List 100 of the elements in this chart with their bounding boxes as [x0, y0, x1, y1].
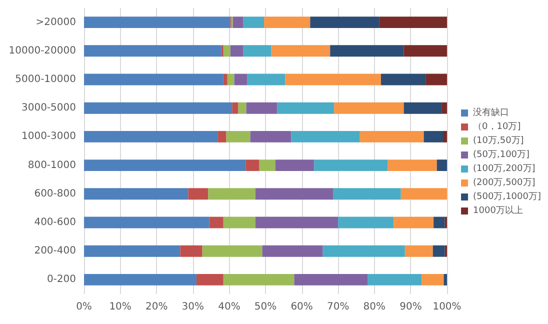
legend-label: (100万,200万] [473, 164, 536, 174]
bar [246, 160, 260, 172]
bar [424, 130, 444, 142]
bar [226, 130, 250, 142]
bar [404, 245, 433, 257]
bar [334, 102, 404, 114]
y-tick-label: 5000-10000 [15, 74, 76, 85]
bar [259, 160, 276, 172]
bar [223, 274, 294, 286]
y-tick-label: 0-200 [46, 274, 76, 286]
bar [243, 45, 272, 57]
bar [188, 188, 208, 200]
bar [84, 188, 188, 200]
bar [246, 102, 278, 114]
bar [422, 274, 444, 286]
bar [218, 130, 226, 142]
bar [202, 245, 262, 257]
legend-label: (10万,50万] [473, 136, 524, 146]
legend-label: (200万,500万] [473, 178, 536, 188]
bar [84, 16, 230, 28]
legend-label: （0，10万] [473, 122, 521, 132]
y-tick-label: 200-400 [34, 246, 76, 257]
bar [84, 274, 197, 286]
bar [227, 74, 234, 86]
y-tick-label: 800-1000 [28, 160, 76, 171]
x-tick-label: 100% [432, 302, 462, 312]
y-tick-label: 400-600 [34, 217, 76, 228]
bar [84, 74, 224, 86]
bar [380, 74, 426, 86]
y-tick-label: 600-800 [34, 188, 76, 200]
bar [444, 274, 447, 286]
legend-label: (50万,100万] [473, 150, 530, 160]
bar [333, 188, 401, 200]
x-tick-label: 70% [326, 302, 350, 312]
bar [232, 16, 244, 28]
bar [255, 188, 334, 200]
y-tick-label: 1000-3000 [21, 131, 76, 142]
bar [443, 130, 447, 142]
bar [84, 216, 210, 228]
bar [404, 45, 447, 57]
x-tick-label: 0% [76, 302, 92, 312]
bar [360, 130, 424, 142]
bar [250, 130, 292, 142]
bar [232, 102, 238, 114]
bar [230, 45, 244, 57]
bar [426, 74, 447, 86]
bar [223, 216, 256, 228]
bar [330, 45, 404, 57]
bar [84, 45, 222, 57]
bar [394, 216, 434, 228]
x-tick-label: 90% [400, 302, 422, 312]
x-tick-label: 60% [290, 302, 313, 312]
legend-label: 1000万以上 [473, 205, 523, 216]
x-tick-label: 40% [218, 302, 240, 312]
bar [223, 45, 230, 57]
bar [379, 16, 447, 28]
bar [196, 274, 224, 286]
bar [388, 160, 437, 172]
bar [404, 102, 442, 114]
x-tick-label: 50% [254, 302, 277, 312]
bar [432, 245, 445, 257]
bar [338, 216, 394, 228]
y-tick-label: 10000-20000 [8, 45, 76, 56]
bar [223, 74, 228, 86]
x-tick-label: 80% [363, 302, 386, 312]
bar [247, 74, 286, 86]
bar [436, 160, 447, 172]
bar [400, 188, 447, 200]
bar [291, 130, 360, 142]
bar [84, 245, 180, 257]
x-tick-label: 20% [145, 302, 168, 312]
bar [208, 188, 256, 200]
x-tick-label: 10% [109, 302, 132, 312]
bar [277, 102, 334, 114]
y-tick-label: >20000 [36, 16, 76, 28]
bar [255, 216, 338, 228]
bar [314, 160, 388, 172]
bar [238, 102, 246, 114]
bar [84, 130, 218, 142]
bar [275, 160, 314, 172]
bar [310, 16, 380, 28]
bar [84, 160, 246, 172]
bar [264, 16, 310, 28]
x-tick-label: 30% [182, 302, 204, 312]
bar [434, 216, 445, 228]
bar [285, 74, 381, 86]
bar [243, 16, 264, 28]
legend-label: 没有缺口 [473, 107, 510, 118]
bar [271, 45, 330, 57]
bar [322, 245, 405, 257]
bar [209, 216, 224, 228]
bar [84, 102, 232, 114]
bar [234, 74, 248, 86]
bar [294, 274, 368, 286]
bar [442, 102, 447, 114]
bar [368, 274, 422, 286]
bar [262, 245, 323, 257]
y-tick-label: 3000-5000 [21, 102, 76, 114]
bar [180, 245, 202, 257]
legend-label: (500万,1000万] [473, 192, 542, 202]
